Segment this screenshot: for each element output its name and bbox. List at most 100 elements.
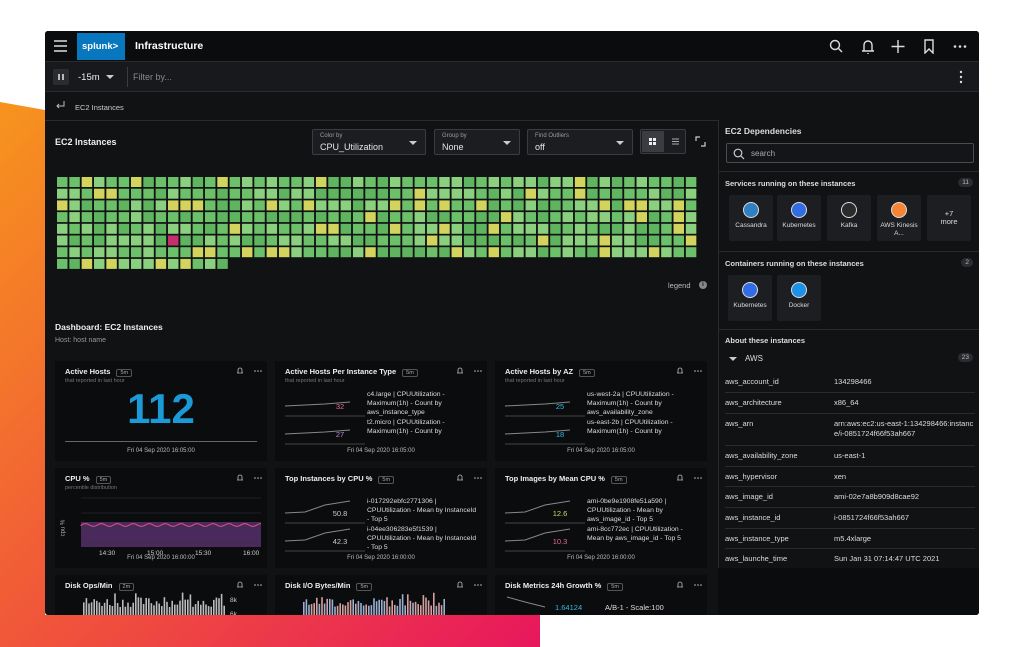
host-cell[interactable] [303,212,315,223]
host-cell[interactable] [266,177,278,187]
host-cell[interactable] [291,223,302,234]
host-cell[interactable] [451,212,463,223]
host-cell[interactable] [365,247,376,258]
host-cell[interactable] [685,188,697,199]
host-cell[interactable] [192,200,204,211]
host-cell[interactable] [167,200,179,211]
host-cell[interactable] [402,177,413,187]
host-cell[interactable] [340,247,352,258]
service-tile[interactable]: Docker [777,275,821,321]
host-cell[interactable] [155,200,167,211]
host-cell[interactable] [229,223,241,234]
host-cell[interactable] [685,223,697,234]
service-tile[interactable]: Kubernetes [777,195,821,241]
host-cell[interactable] [500,188,512,199]
host-cell[interactable] [611,212,623,223]
host-cell[interactable] [118,200,130,211]
time-range[interactable]: -15m [78,72,100,83]
host-cell[interactable] [636,223,648,234]
host-cell[interactable] [673,188,685,199]
host-cell[interactable] [278,200,290,211]
host-cell[interactable] [315,200,327,211]
host-cell[interactable] [648,212,660,223]
host-cell[interactable] [599,223,611,234]
host-cell[interactable] [513,235,524,246]
host-cell[interactable] [204,247,216,258]
host-cell[interactable] [217,177,228,187]
host-cell[interactable] [562,200,574,211]
host-cell[interactable] [93,200,105,211]
host-cell[interactable] [463,247,475,258]
host-cell[interactable] [143,177,154,187]
host-cell[interactable] [661,235,672,246]
host-cell[interactable] [562,223,574,234]
time-caret[interactable] [106,75,114,79]
expand-icon[interactable] [695,136,706,147]
host-cell[interactable] [599,200,611,211]
host-cell[interactable] [254,247,265,258]
search-box[interactable]: search [726,143,974,163]
host-cell[interactable] [537,235,549,246]
host-cell[interactable] [624,247,635,258]
host-cell[interactable] [661,247,672,258]
host-cell[interactable] [352,200,364,211]
host-cell[interactable] [69,247,80,258]
host-cell[interactable] [562,212,574,223]
host-cell[interactable] [377,188,389,199]
filter-input[interactable]: Filter by... [133,72,172,82]
host-cell[interactable] [636,212,648,223]
host-cell[interactable] [266,235,278,246]
host-cell[interactable] [636,200,648,211]
host-cell[interactable] [611,235,623,246]
host-cell[interactable] [476,212,487,223]
host-cell[interactable] [241,188,253,199]
host-cell[interactable] [537,223,549,234]
host-cell[interactable] [328,235,339,246]
host-cell[interactable] [303,188,315,199]
host-cell[interactable] [661,200,672,211]
host-cell[interactable] [377,247,389,258]
host-cell[interactable] [636,235,648,246]
host-cell[interactable] [303,247,315,258]
host-cell[interactable] [106,247,117,258]
host-cell[interactable] [562,247,574,258]
host-cell[interactable] [513,177,524,187]
host-cell[interactable] [599,177,611,187]
host-cell[interactable] [500,212,512,223]
host-cell[interactable] [57,200,68,211]
host-cell[interactable] [180,235,191,246]
host-cell[interactable] [155,258,167,269]
pause-button[interactable] [53,69,69,85]
host-cell[interactable] [439,247,450,258]
host-cell[interactable] [266,188,278,199]
group-caret[interactable] [729,357,737,361]
host-cell[interactable] [229,247,241,258]
service-tile[interactable]: Kubernetes [728,275,772,321]
host-cell[interactable] [155,223,167,234]
host-cell[interactable] [155,188,167,199]
host-cell[interactable] [254,188,265,199]
menu-icon[interactable] [54,40,67,52]
host-cell[interactable] [463,235,475,246]
host-cell[interactable] [550,188,561,199]
host-cell[interactable] [587,188,598,199]
host-cell[interactable] [513,200,524,211]
host-cell[interactable] [192,223,204,234]
host-cell[interactable] [365,235,376,246]
host-cell[interactable] [143,223,154,234]
host-cell[interactable] [180,247,191,258]
host-cell[interactable] [254,177,265,187]
host-cell[interactable] [648,177,660,187]
host-cell[interactable] [81,247,93,258]
host-cell[interactable] [648,235,660,246]
bookmark-icon[interactable] [924,39,934,54]
host-cell[interactable] [648,247,660,258]
host-cell[interactable] [402,212,413,223]
host-cell[interactable] [476,200,487,211]
host-cell[interactable] [402,188,413,199]
host-cell[interactable] [241,247,253,258]
host-cell[interactable] [488,177,500,187]
host-cell[interactable] [180,177,191,187]
host-cell[interactable] [229,188,241,199]
host-cell[interactable] [488,223,500,234]
